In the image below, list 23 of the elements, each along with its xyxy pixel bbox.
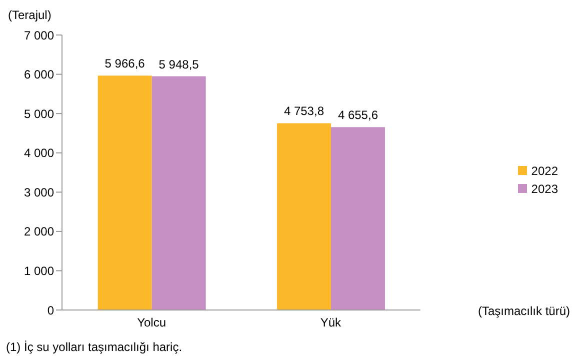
legend-label: 2022 [531,164,558,178]
x-tick-label: Yük [320,316,342,330]
y-tick-label: 7 000 [24,28,54,42]
text: (1) İç su yolları taşımacılığı hariç. [6,340,182,354]
x-axis-title: (Taşımacılık türü) [478,304,570,318]
bar [152,76,206,310]
data-label: 4 753,8 [284,104,324,118]
y-tick-label: 1 000 [24,264,54,278]
y-tick-label: 0 [47,303,54,318]
y-tick-label: 4 000 [24,146,54,160]
legend-label: 2023 [531,182,558,196]
data-label: 5 948,5 [158,57,200,72]
data-label: 5 966,6 [104,56,146,71]
y-axis-title: (Terajul) [8,8,52,22]
y-tick-label: 2 000 [24,224,54,239]
y-tick-label: 6 000 [24,68,54,82]
x-tick-label: Yolcu [137,316,166,330]
bar [276,123,331,310]
y-tick-label: 5 000 [24,106,54,121]
y-tick-label: 3 000 [24,185,54,200]
data-label: 4 655,6 [338,108,378,122]
bar [330,127,385,310]
bar [98,76,152,310]
